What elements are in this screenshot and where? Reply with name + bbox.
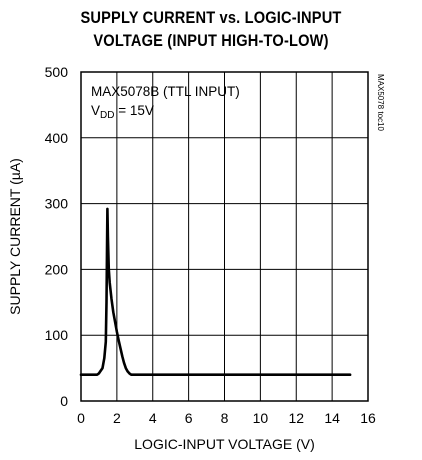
- y-tick-label: 500: [45, 64, 69, 80]
- annotation-line-1: MAX5078B (TTL INPUT): [91, 84, 240, 99]
- annotation-line-2: VDD = 15V: [91, 103, 154, 121]
- tick-labels: 0 2 4 6 8 10 12 14 16 0 100 200 300 400 500: [45, 64, 376, 426]
- x-tick-label: 2: [113, 410, 121, 426]
- y-tick-label: 200: [45, 261, 69, 277]
- plot-frame: [80, 71, 369, 402]
- y-tick-label: 300: [45, 196, 69, 212]
- x-tick-label: 14: [324, 410, 340, 426]
- x-tick-label: 8: [221, 410, 229, 426]
- annotation-vdd-subscript: DD: [100, 110, 114, 121]
- x-tick-label: 16: [360, 410, 376, 426]
- grid: [81, 72, 368, 401]
- figure-code: MAX5078 toc10: [376, 74, 385, 131]
- chart-title-line-2: VOLTAGE (INPUT HIGH-TO-LOW): [93, 31, 329, 50]
- x-tick-label: 12: [288, 410, 304, 426]
- x-axis-label: LOGIC-INPUT VOLTAGE (V): [134, 436, 314, 452]
- x-tick-label: 10: [253, 410, 269, 426]
- y-tick-label: 400: [45, 130, 69, 146]
- supply-current-curve: [79, 207, 352, 377]
- annotation-vdd-prefix: V: [91, 103, 100, 118]
- x-tick-label: 4: [149, 410, 157, 426]
- chart-title-line-1: SUPPLY CURRENT vs. LOGIC-INPUT: [80, 8, 342, 27]
- x-tick-label: 0: [77, 410, 85, 426]
- annotation-vdd-value: = 15V: [114, 103, 153, 118]
- y-tick-label: 0: [60, 393, 68, 409]
- x-tick-label: 6: [185, 410, 193, 426]
- y-axis-label: SUPPLY CURRENT (µA): [7, 158, 23, 315]
- series-layer: [79, 207, 352, 377]
- y-tick-label: 100: [45, 327, 69, 343]
